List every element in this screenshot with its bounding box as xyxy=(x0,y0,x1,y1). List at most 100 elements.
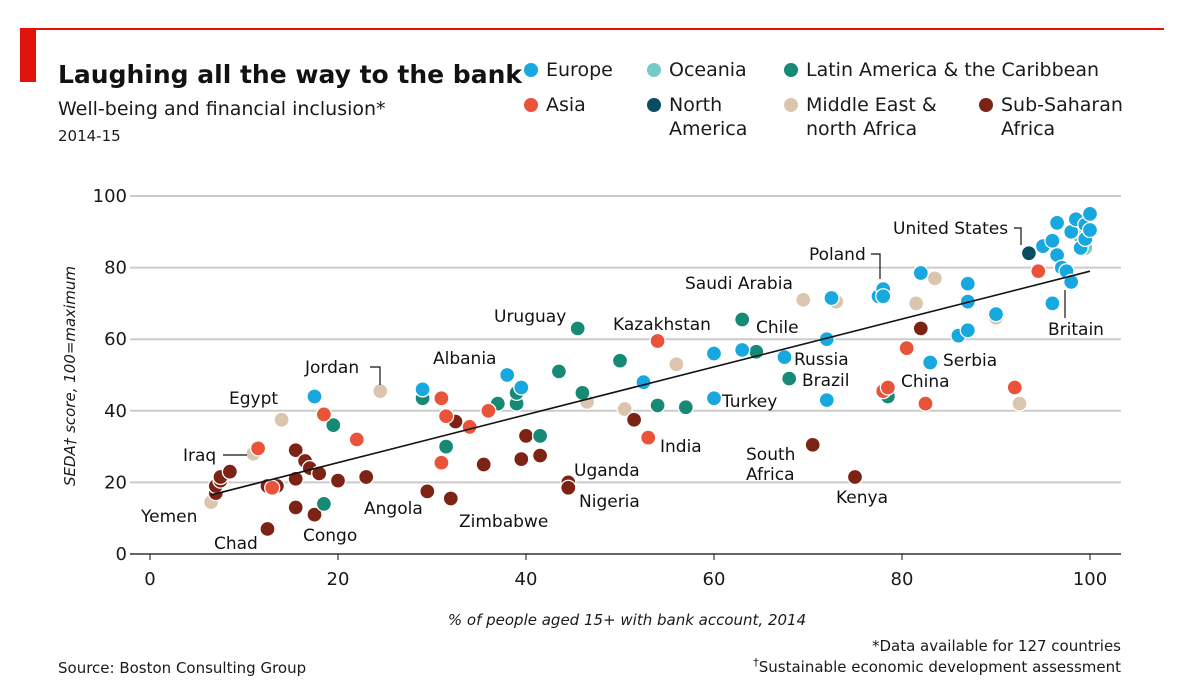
x-tick-label: 60 xyxy=(703,569,726,590)
annotation-brazil: Brazil xyxy=(802,371,849,391)
data-point xyxy=(734,311,751,328)
data-point xyxy=(1063,273,1080,291)
annotation-nigeria: Nigeria xyxy=(579,492,640,512)
annotation-iraq: Iraq xyxy=(183,446,216,466)
country-annotations: United States Poland Saudi Arabia Britain Ur… xyxy=(140,219,1104,554)
data-point xyxy=(804,436,821,453)
annotation-jordan: Jordan xyxy=(304,358,359,378)
x-axis-label: % of people aged 15+ with bank account, … xyxy=(448,611,806,629)
x-tick-label: 20 xyxy=(327,569,350,590)
data-point xyxy=(475,456,492,473)
legend-label-latam: Latin America & the Caribbean xyxy=(806,59,1099,81)
legend-label-ssa: Africa xyxy=(1001,118,1055,140)
data-point xyxy=(499,366,516,384)
footnote-seda: †Sustainable economic development assess… xyxy=(753,656,1121,676)
legend-swatch-north_america xyxy=(647,98,661,112)
accent-block xyxy=(20,30,36,82)
legend-label-asia: Asia xyxy=(546,94,586,116)
data-point xyxy=(640,429,657,446)
data-point xyxy=(249,440,267,457)
annotation-saudi-arabia: Saudi Arabia xyxy=(685,274,793,294)
legend-swatch-latam xyxy=(784,63,798,77)
legend-label-north_america: America xyxy=(669,118,747,140)
data-point xyxy=(959,275,976,292)
footnote-seda-text: Sustainable economic development assessm… xyxy=(759,658,1121,676)
x-tick-label: 80 xyxy=(891,569,914,590)
x-tick-label: 100 xyxy=(1073,569,1107,590)
data-point xyxy=(705,345,723,362)
data-point xyxy=(875,288,892,305)
data-point xyxy=(287,442,304,459)
data-point xyxy=(437,408,455,425)
data-point xyxy=(912,320,929,337)
annotation-south-africa: South Africa xyxy=(746,445,795,485)
footnote-dagger: † xyxy=(753,656,759,669)
data-point xyxy=(287,499,304,516)
data-point xyxy=(917,395,934,412)
data-point xyxy=(419,483,436,500)
annotation-kenya: Kenya xyxy=(836,488,888,508)
data-point xyxy=(912,264,929,282)
data-point xyxy=(325,416,342,434)
legend-label-oceania: Oceania xyxy=(669,59,747,81)
data-point xyxy=(823,289,840,307)
data-point xyxy=(306,388,323,405)
data-point xyxy=(705,390,723,407)
y-tick-labels: 0 20 40 60 80 100 xyxy=(93,186,127,565)
scatter-points xyxy=(202,205,1099,538)
y-tick-label: 20 xyxy=(104,472,127,493)
data-point xyxy=(221,463,239,480)
annotation-line: Africa xyxy=(746,465,795,485)
data-point xyxy=(959,322,976,339)
data-point xyxy=(315,495,333,513)
data-point xyxy=(649,397,666,414)
annotation-britain: Britain xyxy=(1048,320,1104,340)
data-point xyxy=(329,472,347,489)
data-point xyxy=(818,391,835,409)
legend-label-north_america: North xyxy=(669,94,722,116)
legend-label-mena: north Africa xyxy=(806,118,917,140)
legend-swatch-ssa xyxy=(979,98,993,112)
data-point xyxy=(668,356,685,373)
data-point xyxy=(776,348,793,366)
trend-line xyxy=(210,270,1091,496)
data-point xyxy=(1020,245,1038,262)
annotation-serbia: Serbia xyxy=(943,351,997,371)
data-point xyxy=(433,454,450,471)
data-point xyxy=(898,339,915,357)
data-point xyxy=(372,382,389,400)
y-tick-label: 100 xyxy=(93,186,127,207)
y-tick-label: 60 xyxy=(104,329,127,350)
annotation-uganda: Uganda xyxy=(574,461,640,481)
data-point xyxy=(818,331,835,348)
data-point xyxy=(611,352,629,369)
y-axis-label: SEDA† score, 100=maximum xyxy=(61,266,79,486)
data-point xyxy=(616,400,633,418)
data-point xyxy=(414,381,431,398)
leader-united-states xyxy=(1014,227,1022,245)
chart-title: Laughing all the way to the bank xyxy=(58,60,523,89)
legend-swatch-europe xyxy=(524,63,538,77)
x-tick-labels: 0 20 40 60 80 100 xyxy=(144,554,1107,590)
annotation-poland: Poland xyxy=(809,245,866,265)
data-point xyxy=(625,411,643,428)
annotation-russia: Russia xyxy=(794,350,849,370)
data-point xyxy=(517,427,535,445)
annotation-congo: Congo xyxy=(303,526,357,546)
data-point xyxy=(1044,295,1061,312)
data-point xyxy=(358,468,375,486)
legend-swatch-mena xyxy=(784,98,798,112)
data-point xyxy=(795,291,812,308)
annotation-chile: Chile xyxy=(756,318,799,338)
data-point xyxy=(846,468,864,486)
annotation-line: South xyxy=(746,445,795,465)
leader-jordan xyxy=(370,366,381,385)
footnote-data: *Data available for 127 countries xyxy=(872,637,1121,655)
data-point xyxy=(306,506,323,523)
annotation-angola: Angola xyxy=(364,499,423,519)
top-rule xyxy=(20,28,1164,30)
data-point xyxy=(311,465,328,482)
data-point xyxy=(1048,214,1066,232)
data-point xyxy=(1030,263,1047,280)
